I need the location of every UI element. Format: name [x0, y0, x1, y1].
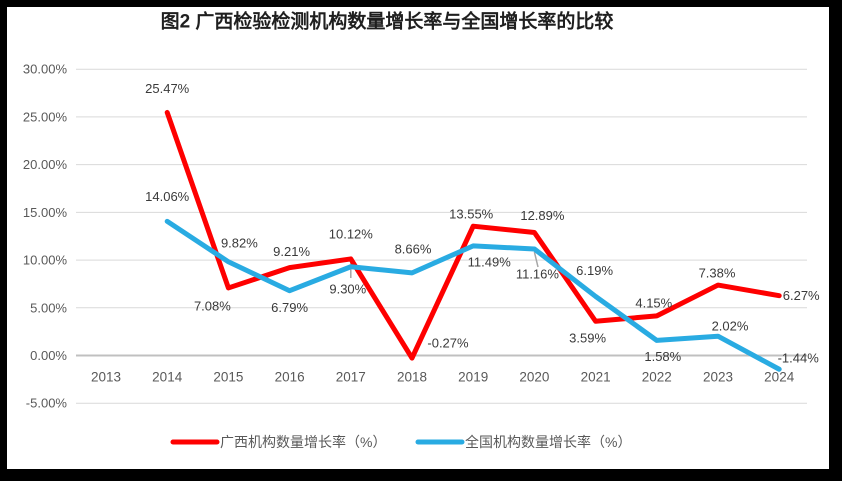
x-tick-label: 2023	[703, 370, 733, 385]
legend: 广西机构数量增长率（%） 全国机构数量增长率（%）	[170, 434, 631, 450]
chart-canvas: 图2 广西检验检测机构数量增长率与全国增长率的比较 25.47% 7.08% 9.2…	[7, 7, 829, 469]
x-tick-label: 2018	[397, 370, 427, 385]
data-label-national: -1.44%	[778, 351, 820, 366]
label-leader-lines	[350, 251, 539, 278]
x-tick-label: 2024	[764, 370, 795, 385]
data-label-guangxi: 7.38%	[699, 266, 736, 281]
series-line-guangxi	[164, 109, 782, 361]
data-label-guangxi: 4.15%	[635, 295, 672, 310]
y-tick-label: 25.00%	[23, 109, 68, 124]
x-tick-label: 2020	[519, 370, 549, 385]
data-label-guangxi: -0.27%	[427, 336, 469, 351]
data-label-national: 11.16%	[516, 267, 560, 282]
data-label-national: 1.58%	[644, 349, 681, 364]
data-label-national: 9.30%	[329, 281, 366, 296]
data-labels: 25.47% 7.08% 9.21% 10.12% -0.27% 13.55% 12.89%…	[145, 81, 820, 366]
data-label-guangxi: 13.55%	[449, 207, 494, 222]
legend-label-guangxi: 广西机构数量增长率（%）	[220, 434, 386, 450]
x-tick-label: 2022	[642, 370, 672, 385]
x-tick-label: 2017	[336, 370, 366, 385]
x-tick-label: 2013	[91, 370, 121, 385]
y-tick-label: 10.00%	[23, 253, 68, 268]
data-label-guangxi: 25.47%	[145, 81, 190, 96]
data-label-guangxi: 9.21%	[273, 244, 310, 259]
x-tick-label: 2019	[458, 370, 488, 385]
x-tick-label: 2015	[213, 370, 243, 385]
y-axis-labels: 30.00% 25.00% 20.00% 15.00% 10.00% 5.00% 0.00%…	[23, 62, 68, 411]
series-line-national	[164, 218, 782, 372]
data-label-national: 2.02%	[712, 319, 749, 334]
y-tick-label: 30.00%	[23, 62, 68, 77]
series-lines	[164, 109, 782, 372]
legend-label-national: 全国机构数量增长率（%）	[465, 434, 631, 450]
leader-line	[533, 251, 539, 268]
data-label-guangxi: 6.27%	[783, 288, 820, 303]
data-label-guangxi: 12.89%	[520, 208, 565, 223]
data-label-guangxi: 10.12%	[329, 226, 374, 241]
data-label-national: 11.49%	[468, 254, 512, 269]
y-tick-label: -5.00%	[26, 396, 68, 411]
x-tick-label: 2016	[275, 370, 305, 385]
y-tick-label: 20.00%	[23, 157, 68, 172]
data-label-national: 6.19%	[576, 263, 613, 278]
data-label-guangxi: 7.08%	[194, 298, 231, 313]
chart-title: 图2 广西检验检测机构数量增长率与全国增长率的比较	[161, 10, 614, 33]
x-tick-label: 2021	[581, 370, 611, 385]
y-tick-label: 0.00%	[30, 348, 67, 363]
x-tick-label: 2014	[152, 370, 183, 385]
data-label-national: 14.06%	[145, 189, 190, 204]
data-label-guangxi: 3.59%	[569, 331, 606, 346]
data-label-national: 8.66%	[395, 241, 432, 256]
data-label-national: 6.79%	[271, 300, 308, 315]
y-tick-label: 15.00%	[23, 205, 68, 220]
data-label-national: 9.82%	[221, 235, 258, 250]
y-tick-label: 5.00%	[30, 300, 67, 315]
chart-svg: 图2 广西检验检测机构数量增长率与全国增长率的比较 25.47% 7.08% 9.2…	[23, 10, 820, 451]
x-axis-labels: 2013 2014 2015 2016 2017 2018 2019 2020 2021 2022…	[91, 370, 795, 385]
